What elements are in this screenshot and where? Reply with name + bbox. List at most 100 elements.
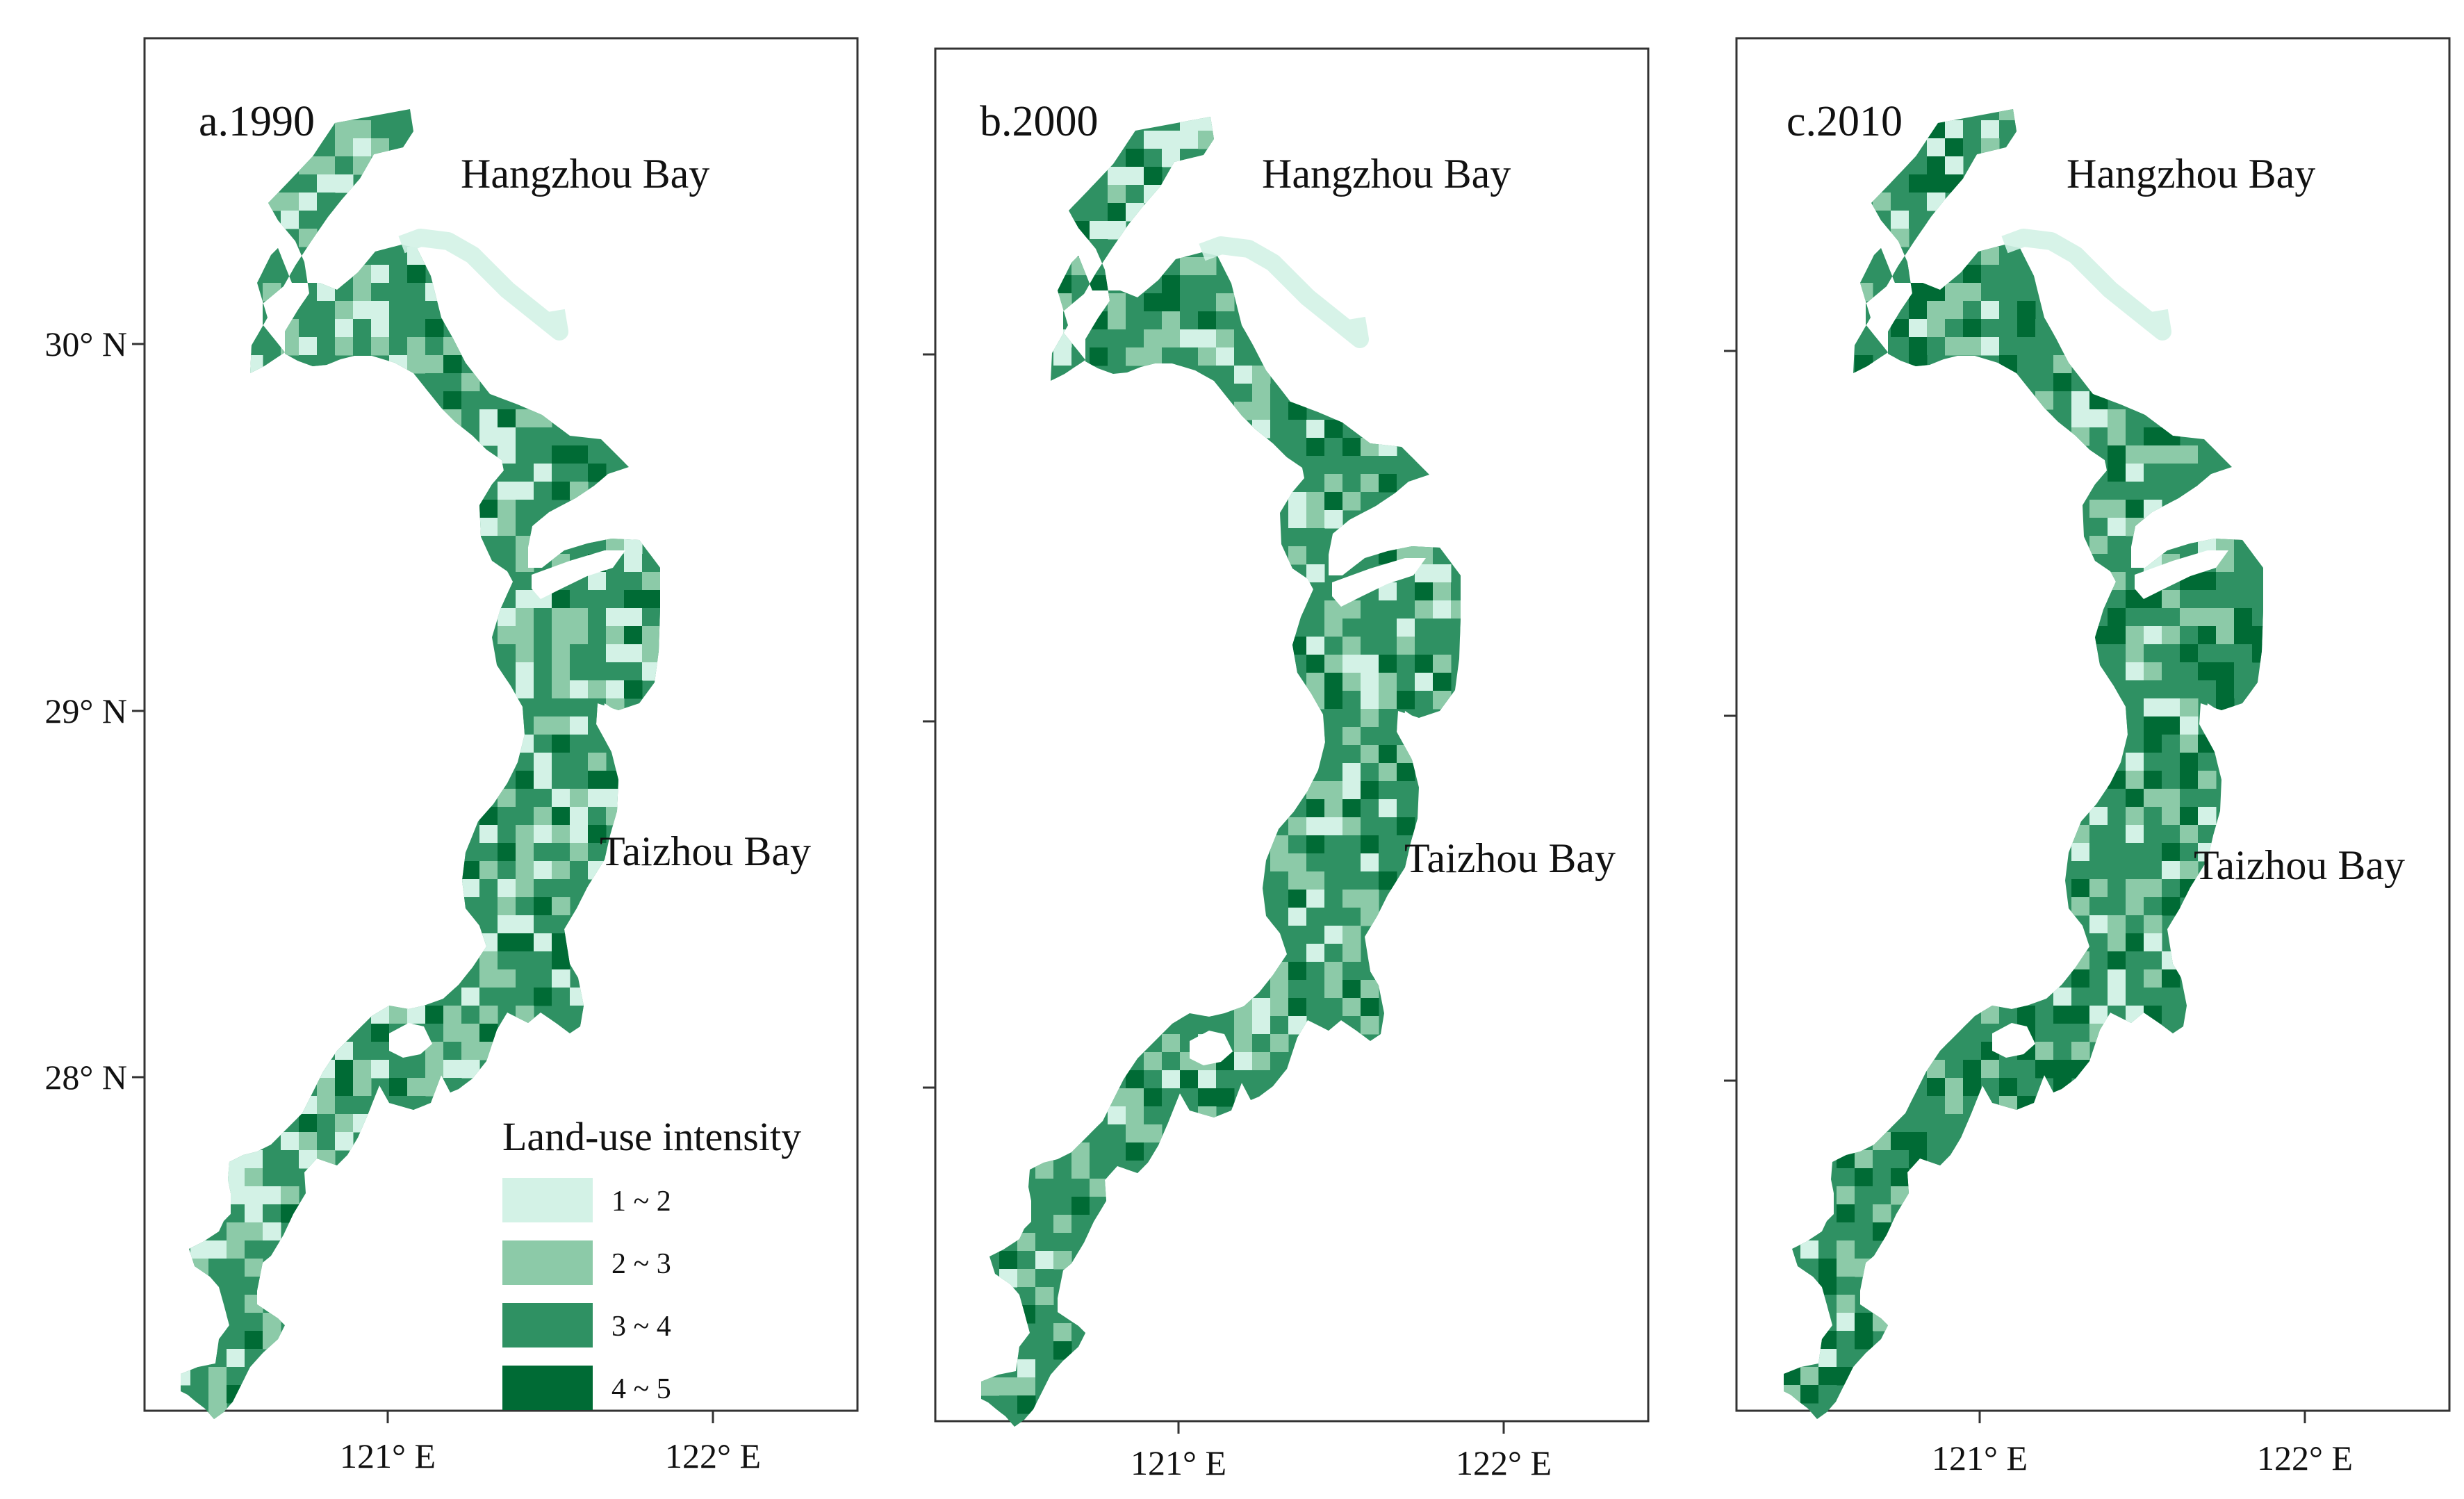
intensity-cell <box>2108 915 2126 934</box>
intensity-cell <box>1909 1114 1928 1133</box>
legend-item: 1 ~ 2 <box>502 1178 671 1222</box>
intensity-cell <box>1090 347 1108 366</box>
intensity-cell <box>1433 600 1452 619</box>
intensity-cell <box>570 464 589 482</box>
intensity-cell <box>2071 1024 2090 1042</box>
intensity-cell <box>2108 409 2126 428</box>
intensity-cell <box>1415 655 1434 673</box>
intensity-cell <box>1818 1367 1837 1386</box>
legend-label: 3 ~ 4 <box>611 1311 671 1343</box>
intensity-cell <box>1306 637 1325 655</box>
intensity-cell <box>335 120 354 139</box>
intensity-cell <box>1198 1088 1217 1107</box>
intensity-cell <box>498 482 516 500</box>
intensity-cell <box>570 861 589 880</box>
intensity-cell <box>1361 600 1379 619</box>
intensity-cell <box>1945 138 1964 157</box>
intensity-cell <box>1288 944 1307 963</box>
intensity-cell <box>1379 673 1397 691</box>
intensity-cell <box>2162 825 2180 844</box>
intensity-cell <box>981 1377 1000 1396</box>
intensity-cell <box>1090 1179 1108 1197</box>
intensity-cell <box>425 337 444 356</box>
intensity-cell <box>1071 1179 1090 1197</box>
intensity-cell <box>389 319 408 338</box>
intensity-cell <box>1945 1060 1964 1079</box>
intensity-cell <box>1837 1313 1855 1332</box>
intensity-cell <box>2035 373 2054 392</box>
legend-swatch <box>502 1240 593 1285</box>
intensity-cell <box>245 1331 263 1350</box>
intensity-cell <box>1927 1096 1946 1115</box>
intensity-cell <box>588 843 607 862</box>
intensity-cell <box>498 915 516 934</box>
intensity-cell <box>1999 1006 2018 1024</box>
intensity-cell <box>588 644 607 663</box>
intensity-cell <box>317 301 336 320</box>
intensity-cell <box>2017 319 2036 338</box>
intensity-cell <box>1342 853 1361 872</box>
intensity-cell <box>1800 1385 1819 1404</box>
intensity-cell <box>479 1006 498 1024</box>
intensity-cell <box>461 1024 480 1042</box>
intensity-cell <box>371 265 390 284</box>
legend-label: 1 ~ 2 <box>611 1186 671 1218</box>
intensity-cell <box>2053 1024 2072 1042</box>
intensity-cell <box>552 626 570 645</box>
intensity-cell <box>534 951 552 970</box>
intensity-cell <box>624 572 643 591</box>
intensity-cell <box>1071 1197 1090 1215</box>
intensity-cell <box>2162 644 2180 663</box>
intensity-cell <box>2108 626 2126 645</box>
intensity-cell <box>534 861 552 880</box>
intensity-cell <box>371 337 390 356</box>
intensity-cell <box>1306 510 1325 529</box>
intensity-cell <box>407 337 426 356</box>
intensity-cell <box>353 120 372 139</box>
intensity-cell <box>1126 347 1144 366</box>
intensity-cell <box>1837 1204 1855 1223</box>
intensity-cell <box>353 319 372 338</box>
intensity-cell <box>1216 329 1235 348</box>
intensity-cell <box>1270 420 1289 439</box>
intensity-cell <box>1035 1215 1054 1234</box>
intensity-cell <box>1126 311 1144 330</box>
intensity-cell <box>1090 203 1108 222</box>
intensity-cell <box>461 391 480 410</box>
intensity-cell <box>498 626 516 645</box>
intensity-cell <box>570 735 589 753</box>
lon-tick-label: 121° E <box>340 1436 436 1475</box>
intensity-cell <box>1017 1359 1036 1378</box>
intensity-cell <box>534 608 552 627</box>
intensity-cell <box>2162 662 2180 681</box>
intensity-cell <box>2180 698 2199 717</box>
intensity-cell <box>588 608 607 627</box>
intensity-cell <box>1451 619 1461 637</box>
intensity-cell <box>1324 709 1343 728</box>
intensity-cell <box>2144 662 2162 681</box>
intensity-cell <box>624 644 643 663</box>
intensity-cell <box>1818 1240 1837 1259</box>
intensity-cell <box>1963 138 1982 157</box>
intensity-cell <box>2180 590 2199 609</box>
intensity-cell <box>1837 1259 1855 1277</box>
intensity-cell <box>479 500 498 518</box>
intensity-cell <box>317 1114 336 1133</box>
legend-label: 4 ~ 5 <box>611 1373 671 1405</box>
intensity-cell <box>2089 825 2108 844</box>
intensity-cell <box>1361 890 1379 908</box>
intensity-cell <box>299 337 318 356</box>
intensity-cell <box>443 1042 462 1060</box>
intensity-cell <box>1837 1277 1855 1295</box>
intensity-cell <box>624 608 643 627</box>
intensity-cell <box>552 879 570 898</box>
intensity-cell <box>1945 301 1964 320</box>
intensity-cell <box>407 1078 426 1097</box>
intensity-cell <box>1837 1349 1855 1368</box>
intensity-cell <box>1035 1179 1054 1197</box>
intensity-cell <box>1945 1042 1964 1060</box>
intensity-cell <box>2035 355 2054 374</box>
intensity-cell <box>1126 1070 1144 1089</box>
intensity-cell <box>479 518 498 536</box>
intensity-cell <box>1144 1106 1163 1125</box>
